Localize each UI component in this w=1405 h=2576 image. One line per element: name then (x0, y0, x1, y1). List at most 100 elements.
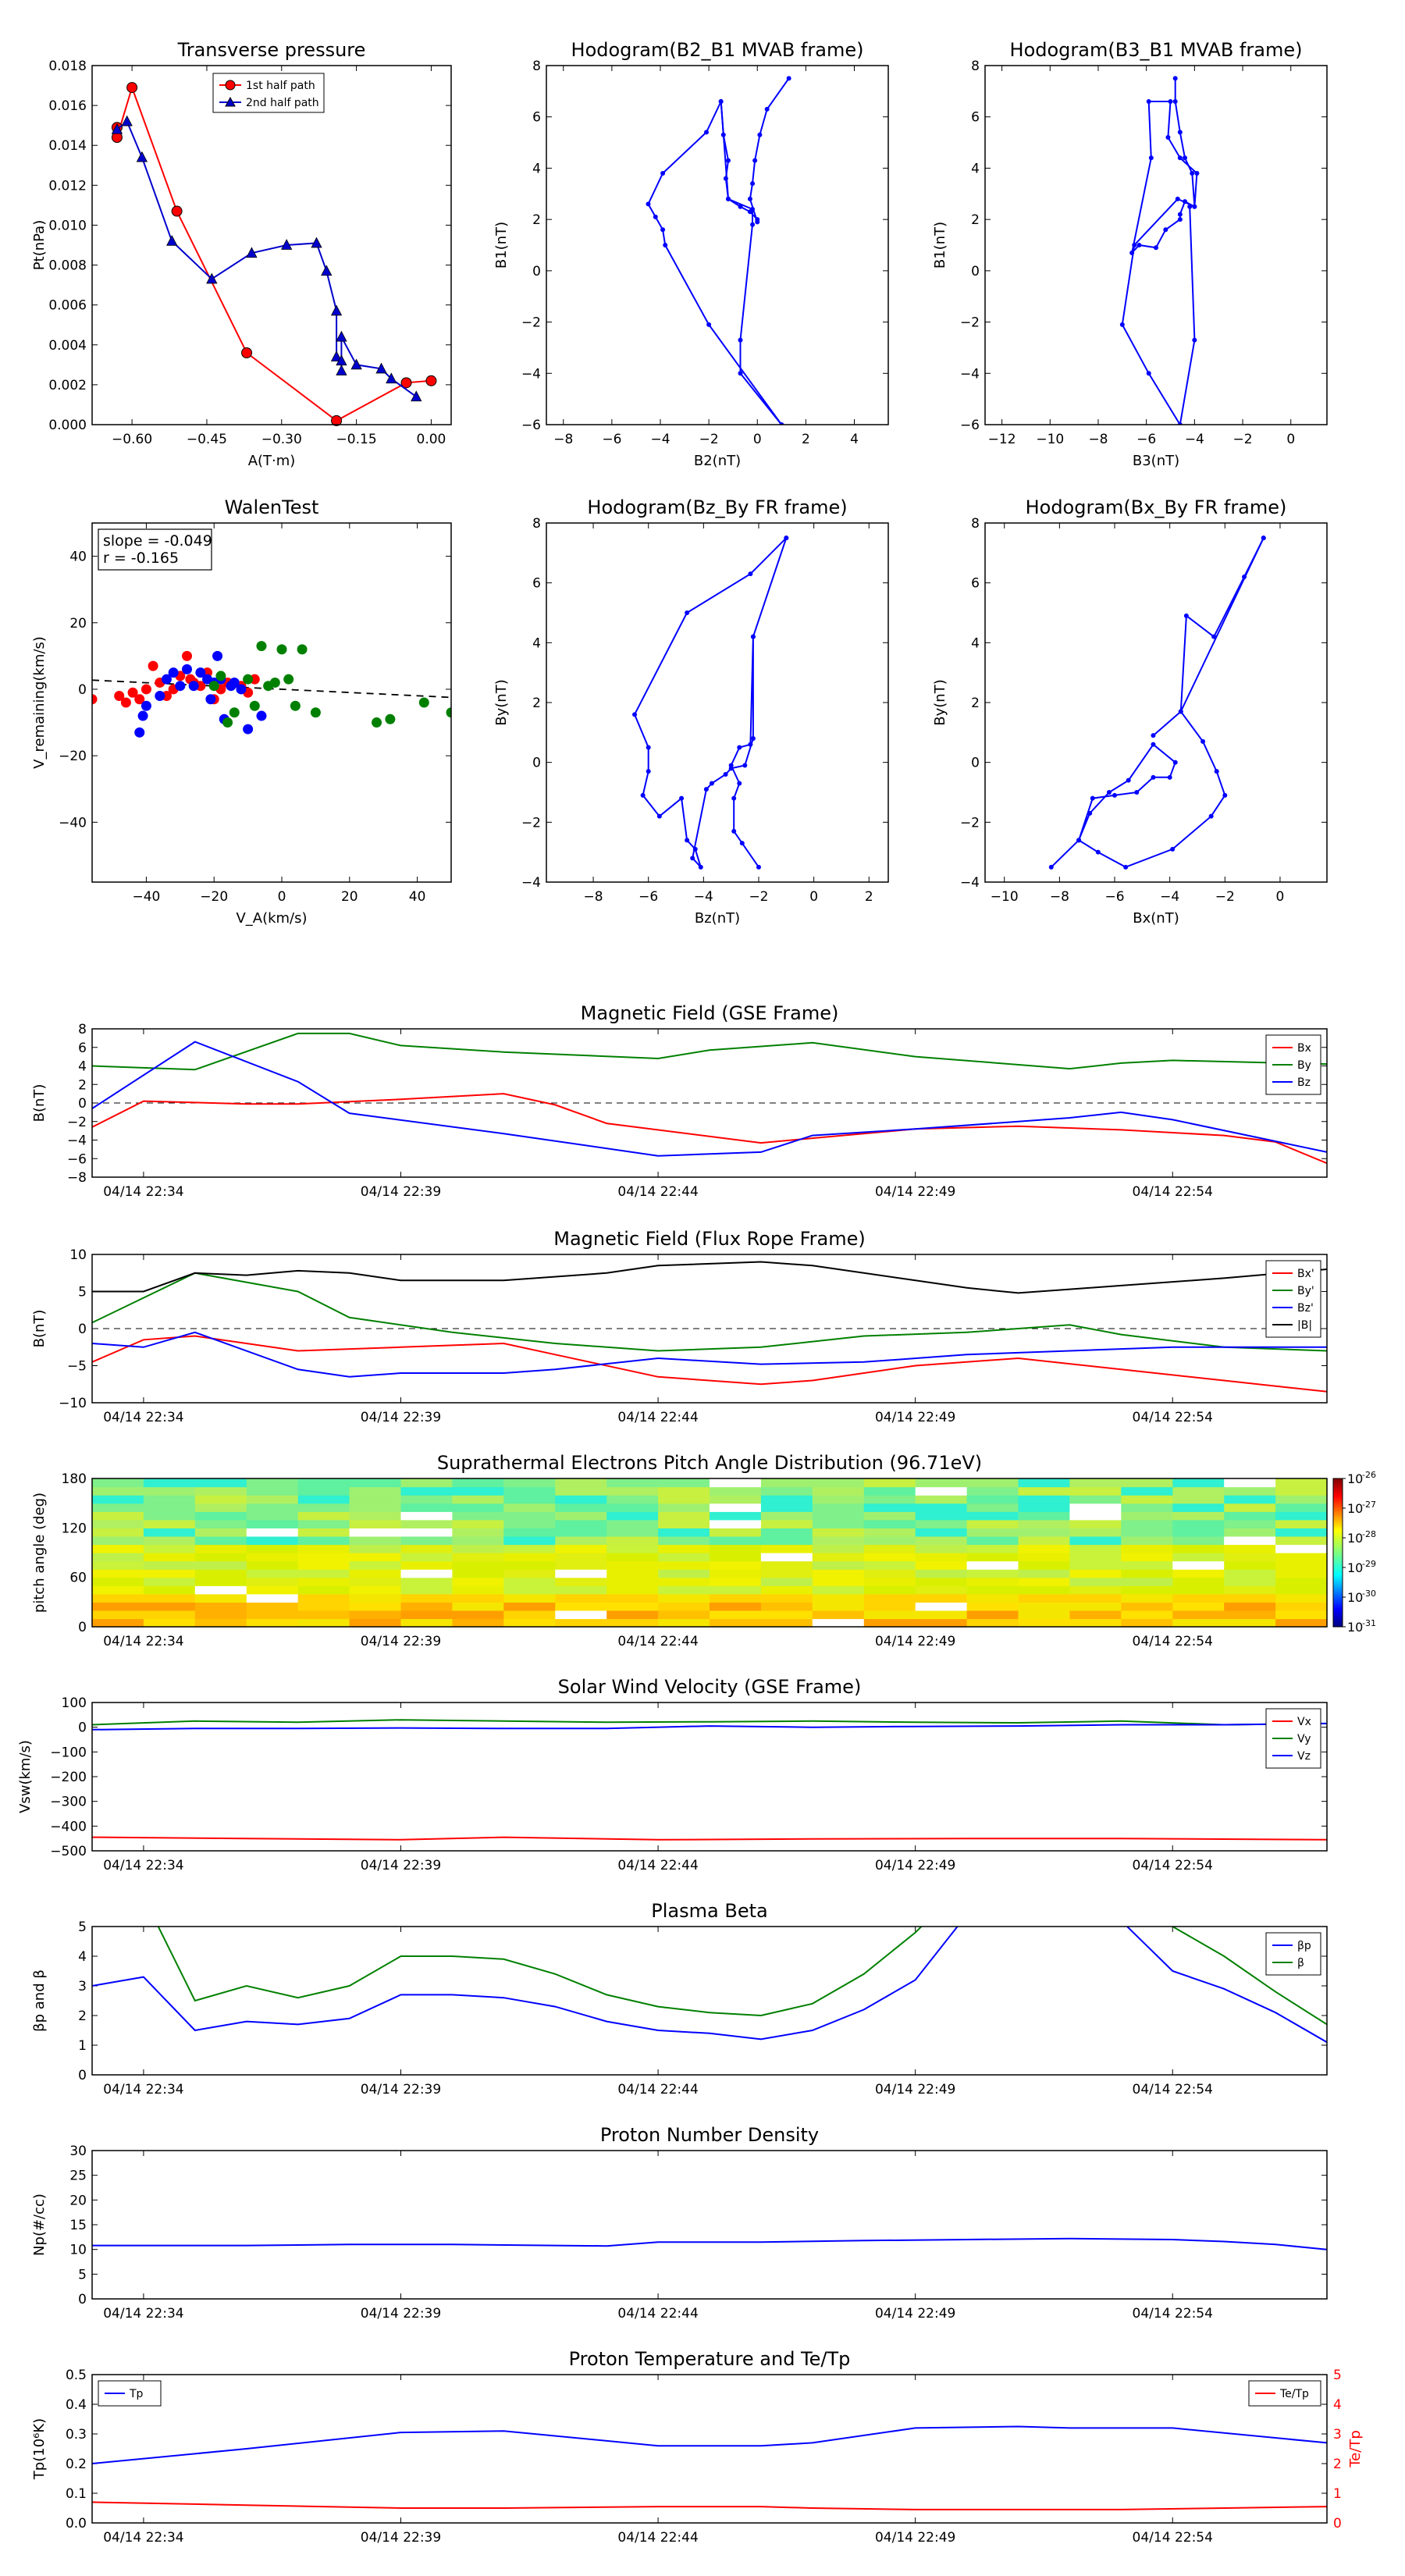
heatmap-cell (297, 1577, 350, 1586)
heatmap-cell (246, 1544, 299, 1553)
heatmap-cell (92, 1560, 144, 1570)
y-tick-label: 4 (971, 161, 980, 176)
heatmap-cell (503, 1519, 556, 1528)
heatmap-cell (297, 1486, 350, 1496)
heatmap-cell (606, 1602, 659, 1611)
x-tick-label: −0.30 (261, 432, 302, 447)
heatmap-cell (966, 1486, 1019, 1496)
heatmap-cell (555, 1535, 607, 1546)
x-tick-label: 04/14 22:39 (361, 2082, 441, 2097)
heatmap-cell (349, 1610, 402, 1620)
heatmap-cell (503, 1553, 556, 1562)
pad-heatmap (92, 1478, 1328, 1628)
ts7-legend: Tp (98, 2380, 162, 2407)
heatmap-cell (1275, 1585, 1328, 1595)
y-tick-label: 25 (69, 2169, 87, 2184)
x-tick-label: 04/14 22:54 (1133, 1184, 1213, 1200)
heatmap-cell (710, 1610, 762, 1620)
x-tick-label: 0 (1276, 889, 1285, 905)
y-tick-label: 6 (971, 576, 980, 592)
heatmap-cell (1275, 1602, 1328, 1611)
heatmap-cell (400, 1511, 453, 1521)
data-point (1172, 76, 1178, 81)
x-tick-label: −4 (650, 432, 670, 447)
x-tick-label: −2 (1233, 432, 1253, 447)
heatmap-cell (1018, 1593, 1070, 1603)
heatmap-cell (1275, 1535, 1328, 1546)
data-point (750, 222, 756, 227)
scatter-point (134, 694, 145, 705)
data-point (660, 227, 666, 233)
scatter-point (155, 690, 165, 701)
heatmap-cell (1172, 1593, 1225, 1603)
data-point (425, 375, 437, 386)
data-point (757, 132, 763, 137)
ts7-series-2 (92, 2501, 1327, 2510)
heatmap-cell (555, 1593, 607, 1603)
y-tick-label: 2 (532, 696, 541, 711)
data-point (246, 247, 258, 258)
scatter-point (182, 664, 193, 674)
data-point (1177, 155, 1183, 161)
ts1-series-1 (92, 1093, 1327, 1165)
heatmap-cell (194, 1495, 247, 1504)
heatmap-cell (710, 1577, 762, 1586)
heatmap-cell (400, 1602, 453, 1611)
heatmap-cell (966, 1535, 1019, 1546)
heatmap-cell (92, 1519, 144, 1528)
heatmap-cell (246, 1602, 299, 1611)
heatmap-cell (658, 1593, 710, 1603)
data-point (725, 196, 731, 201)
heatmap-cell (760, 1511, 813, 1521)
y-tick-label: 0.5 (66, 2368, 87, 2383)
y-tick-label: 10 (69, 2243, 87, 2258)
data-point (1126, 777, 1131, 783)
y-tick-label: 4 (532, 161, 541, 176)
legend-label: By (1297, 1059, 1311, 1072)
heatmap-cell (606, 1585, 659, 1595)
heatmap-cell (710, 1519, 762, 1528)
ts4-legend: Vx Vy Vz (1265, 1708, 1321, 1769)
heatmap-cell (812, 1495, 865, 1504)
heatmap-cell (503, 1560, 556, 1570)
p2-y-axis-label: B1(nT) (493, 222, 510, 269)
x-tick-label: −4 (1160, 889, 1179, 905)
y-tick-label: −300 (50, 1795, 87, 1810)
heatmap-cell (92, 1495, 144, 1504)
heatmap-cell (1172, 1577, 1225, 1586)
heatmap-cell (863, 1535, 916, 1546)
heatmap-cell (1018, 1585, 1070, 1595)
data-point (1177, 212, 1183, 217)
heatmap-cell (555, 1495, 607, 1504)
heatmap-cell (1172, 1511, 1225, 1521)
x-tick-label: −40 (132, 889, 160, 905)
heatmap-cell (1121, 1569, 1173, 1578)
x-tick-label: 04/14 22:39 (361, 1184, 441, 1200)
heatmap-cell (966, 1544, 1019, 1553)
data-point (1134, 790, 1140, 795)
heatmap-cell (812, 1511, 865, 1521)
data-point (1177, 130, 1183, 135)
heatmap-cell (452, 1503, 504, 1512)
heatmap-cell (915, 1618, 968, 1628)
ts4-series-2 (92, 1719, 1327, 1726)
ts4-series-1 (92, 1836, 1327, 1841)
scatter-point (243, 674, 254, 685)
data-point (1168, 99, 1173, 104)
heatmap-cell (1069, 1486, 1122, 1496)
heatmap-cell (555, 1618, 607, 1628)
scatter-point (161, 674, 172, 685)
y-tick-label: 0.000 (48, 418, 87, 433)
heatmap-cell (1121, 1511, 1173, 1521)
colorbar-exponent: -28 (1362, 1529, 1376, 1539)
heatmap-cell (1224, 1535, 1276, 1546)
scatter-point (168, 667, 179, 678)
ts7-axes-frame (91, 2374, 1328, 2524)
y-tick-label: 0 (78, 682, 87, 698)
heatmap-cell (503, 1610, 556, 1620)
ts7-title: Proton Temperature and Te/Tp (569, 2348, 851, 2370)
legend-label: βp (1297, 1940, 1311, 1952)
ts5-y-axis-label: βp and β (31, 1969, 48, 2032)
data-point (1048, 864, 1054, 870)
y-tick-label: 0 (78, 1720, 87, 1736)
